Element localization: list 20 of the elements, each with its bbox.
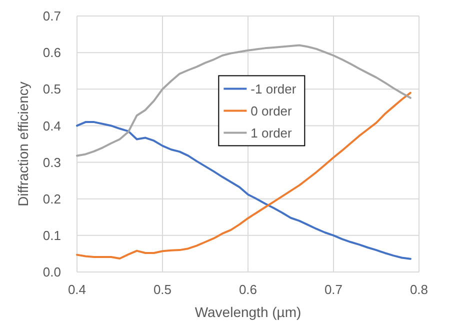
legend-label: -1 order: [250, 81, 297, 96]
x-axis-title: Wavelength (µm): [194, 304, 302, 320]
y-tick-label: 0.2: [42, 191, 61, 206]
y-tick-label: 0.3: [42, 154, 61, 170]
legend-label: 0 order: [250, 103, 293, 118]
line-series: [76, 121, 412, 260]
y-tick-label: 0.4: [42, 118, 61, 134]
y-tick-label: 0.7: [42, 8, 61, 24]
y-tick-label: 0.5: [42, 82, 61, 97]
y-axis-title: Diffraction efficiency: [15, 82, 31, 206]
y-tick-label: 0.6: [42, 45, 61, 60]
x-tick-label: 0.4: [68, 282, 86, 297]
legend-label: 1 order: [250, 125, 293, 140]
x-tick-label: 0.8: [410, 282, 428, 297]
x-tick-label: 0.6: [238, 282, 258, 297]
y-tick-label: 0.0: [42, 264, 61, 280]
y-tick-label: 0.1: [42, 228, 61, 243]
x-tick-label: 0.7: [324, 282, 343, 297]
x-tick-label: 0.5: [153, 282, 172, 297]
line-series: [76, 44, 412, 157]
